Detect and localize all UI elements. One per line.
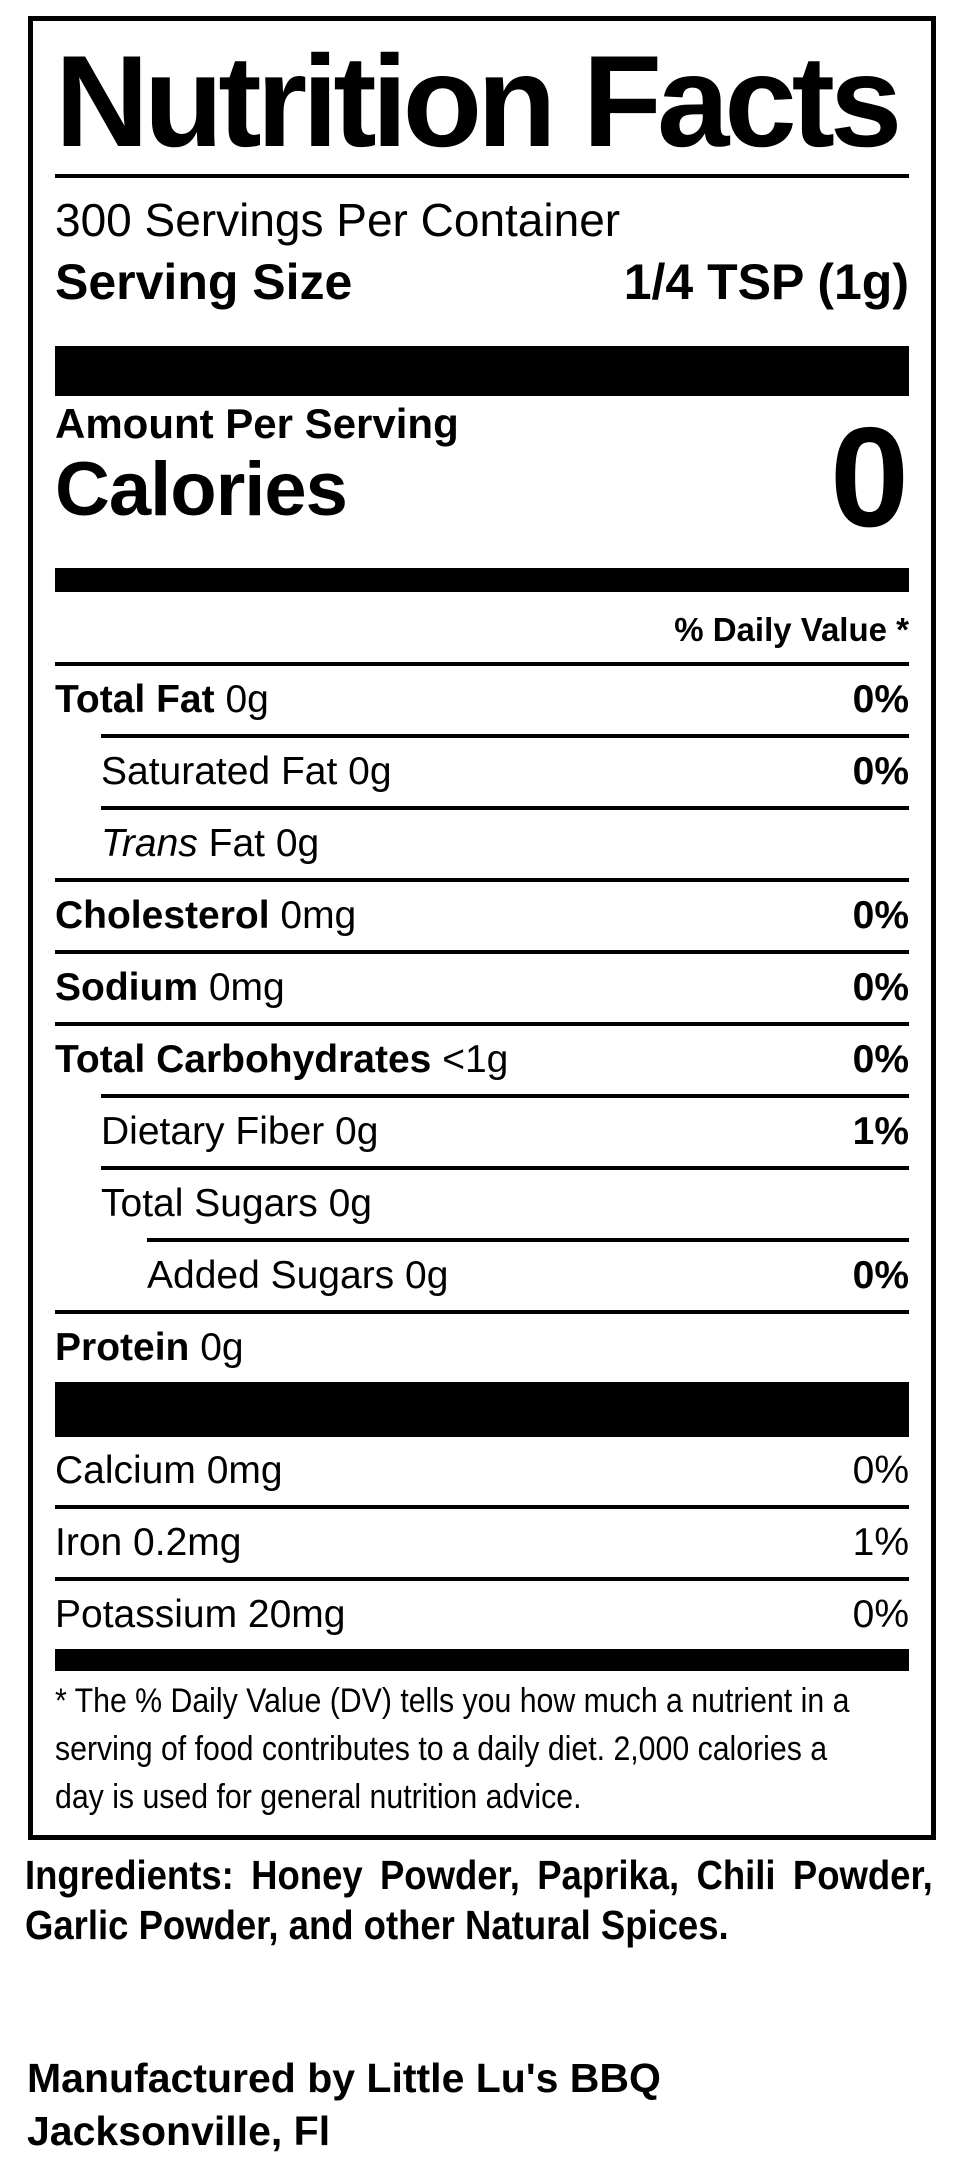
nutrient-name: Total Sugars 0g [101, 1181, 373, 1225]
divider [55, 877, 909, 882]
daily-value-header: % Daily Value * [674, 610, 909, 648]
divider [147, 1237, 909, 1242]
divider [55, 173, 909, 178]
ingredients-text: Ingredients: Honey Powder, Paprika, Chil… [25, 1850, 933, 1950]
nutrient-name: Trans Fat 0g [101, 821, 320, 865]
calories-value: 0 [830, 397, 909, 557]
separator-bar [55, 567, 909, 592]
nutrient-name: Protein 0g [55, 1325, 244, 1369]
nutrient-daily-value: 0% [852, 965, 909, 1009]
divider [55, 661, 909, 666]
serving-size-label: Serving Size [55, 253, 353, 310]
label-title: Nutrition Facts [55, 28, 902, 174]
divider [101, 805, 909, 810]
nutrition-facts-panel: Nutrition Facts 300 Servings Per Contain… [28, 16, 936, 1840]
daily-value-footnote: * The % Daily Value (DV) tells you how m… [55, 1671, 909, 1821]
nutrient-row: Added Sugars 0g 0% [55, 1242, 909, 1310]
nutrient-row: Saturated Fat 0g 0% [55, 738, 909, 806]
nutrient-daily-value: 0% [852, 749, 909, 793]
nutrient-name: Total Fat 0g [55, 677, 269, 721]
nutrient-daily-value: 0% [852, 1592, 909, 1636]
serving-size-row: Serving Size 1/4 TSP (1g) [55, 252, 909, 312]
serving-size-value: 1/4 TSP (1g) [623, 253, 909, 310]
divider [101, 733, 909, 738]
divider [55, 1309, 909, 1314]
nutrient-row: Iron 0.2mg 1% [55, 1509, 909, 1577]
manufacturer-line: Jacksonville, Fl [27, 2108, 331, 2154]
nutrient-row: Cholesterol 0mg 0% [55, 882, 909, 950]
nutrient-daily-value: 0% [852, 677, 909, 721]
divider [101, 1165, 909, 1170]
nutrient-daily-value: 0% [852, 1037, 909, 1081]
manufacturer-text: Manufactured by Little Lu's BBQ Jacksonv… [27, 2052, 661, 2158]
nutrient-rows: Total Fat 0g 0% Saturated Fat 0g 0% Trans Fa… [55, 666, 909, 1382]
calories-label: Calories [55, 446, 348, 532]
ingredients-line: Ingredients: Honey Powder, Paprika, Chil… [25, 1852, 933, 1898]
divider [55, 1504, 909, 1509]
nutrient-row: Potassium 20mg 0% [55, 1581, 909, 1649]
nutrient-daily-value: 1% [852, 1109, 909, 1153]
divider [55, 1576, 909, 1581]
nutrient-name: Cholesterol 0mg [55, 893, 357, 937]
footnote-line: day is used for general nutrition advice… [55, 1777, 582, 1816]
nutrient-name: Saturated Fat 0g [101, 749, 392, 793]
nutrient-name: Calcium 0mg [55, 1448, 283, 1492]
nutrient-row: Total Fat 0g 0% [55, 666, 909, 734]
separator-bar [55, 345, 909, 396]
divider [55, 949, 909, 954]
nutrient-name: Dietary Fiber 0g [101, 1109, 379, 1153]
nutrient-daily-value: 0% [852, 1448, 909, 1492]
separator-bar [55, 1648, 909, 1671]
footnote-line: * The % Daily Value (DV) tells you how m… [55, 1681, 850, 1720]
nutrient-row: Total Sugars 0g [55, 1170, 909, 1238]
footnote-line: serving of food contributes to a daily d… [55, 1729, 828, 1768]
nutrient-name: Total Carbohydrates <1g [55, 1037, 509, 1081]
nutrient-row: Calcium 0mg 0% [55, 1437, 909, 1505]
nutrient-name: Iron 0.2mg [55, 1520, 242, 1564]
calories-row: Amount Per Serving Calories 0 [55, 396, 909, 557]
mineral-rows: Calcium 0mg 0% Iron 0.2mg 1% Potassium 20mg 0… [55, 1437, 909, 1649]
nutrient-row: Protein 0g [55, 1314, 909, 1382]
calories-left: Amount Per Serving Calories [55, 398, 459, 530]
nutrient-daily-value: 0% [852, 1253, 909, 1297]
nutrient-row: Sodium 0mg 0% [55, 954, 909, 1022]
divider [101, 1093, 909, 1098]
servings-per-container: 300 Servings Per Container [55, 193, 621, 246]
nutrient-row: Total Carbohydrates <1g 0% [55, 1026, 909, 1094]
divider [55, 1021, 909, 1026]
nutrient-name: Added Sugars 0g [147, 1253, 449, 1297]
nutrient-row: Dietary Fiber 0g 1% [55, 1098, 909, 1166]
nutrient-daily-value: 0% [852, 893, 909, 937]
amount-per-serving-label: Amount Per Serving [55, 399, 459, 447]
separator-bar [55, 1381, 909, 1437]
nutrient-name: Potassium 20mg [55, 1592, 346, 1636]
manufacturer-line: Manufactured by Little Lu's BBQ [27, 2055, 661, 2101]
nutrient-name: Sodium 0mg [55, 965, 285, 1009]
ingredients-line: Garlic Powder, and other Natural Spices. [25, 1902, 729, 1948]
nutrient-daily-value: 1% [852, 1520, 909, 1564]
nutrient-row: Trans Fat 0g [55, 810, 909, 878]
